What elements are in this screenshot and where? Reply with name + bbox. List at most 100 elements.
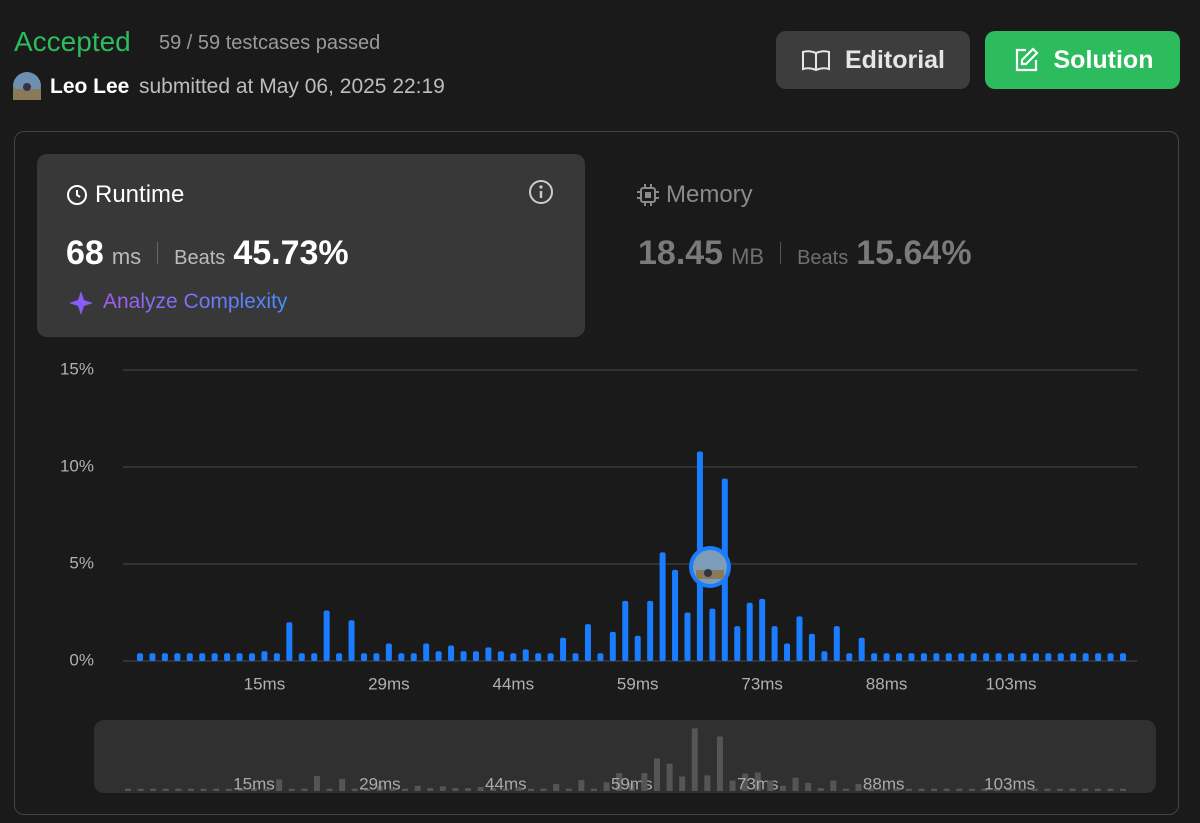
overview-bar xyxy=(578,779,585,791)
overview-bar xyxy=(414,785,421,791)
overview-bar xyxy=(490,788,497,791)
bar xyxy=(584,624,591,661)
runtime-beats: 45.73% xyxy=(233,234,349,272)
info-icon[interactable] xyxy=(528,179,554,205)
overview-bar xyxy=(452,788,459,791)
bar xyxy=(286,622,293,661)
bar xyxy=(1120,653,1126,661)
bar xyxy=(622,600,629,661)
bar xyxy=(497,651,504,661)
bar xyxy=(1032,653,1039,661)
y-tick-label: 5% xyxy=(69,553,94,572)
testcases: 59 / 59 testcases passed xyxy=(159,32,381,54)
overview-bar xyxy=(931,788,938,791)
bar xyxy=(1008,653,1015,661)
bar xyxy=(846,653,853,661)
overview-bar xyxy=(200,788,207,791)
bar xyxy=(186,653,193,661)
analyze-complexity[interactable]: Analyze Complexity xyxy=(103,290,288,313)
overview-tick-label: 103ms xyxy=(984,774,1035,793)
bar xyxy=(311,653,318,661)
overview-bar xyxy=(956,788,963,791)
overview-bar xyxy=(729,780,736,791)
bar xyxy=(821,651,828,661)
overview-bar xyxy=(187,788,194,791)
overview-bar xyxy=(565,788,572,791)
bar xyxy=(224,653,231,661)
user-marker xyxy=(689,546,731,588)
overview-bar xyxy=(779,785,786,791)
solution-label: Solution xyxy=(1053,45,1154,74)
memory-beats-label: Beats xyxy=(797,247,849,269)
bar xyxy=(385,643,392,661)
overview-bar xyxy=(817,788,824,791)
bar xyxy=(137,653,143,661)
bar xyxy=(560,637,567,661)
overview-bar xyxy=(376,785,383,791)
overview-bar xyxy=(880,788,887,791)
bar xyxy=(261,651,268,661)
bar xyxy=(746,602,753,661)
bar xyxy=(149,653,156,661)
runtime-stats: 68 ms Beats 45.73% xyxy=(66,234,349,273)
edit-icon xyxy=(1015,47,1039,72)
avatar xyxy=(13,72,41,100)
bar xyxy=(759,598,766,661)
y-tick-label: 10% xyxy=(60,456,94,475)
overview-bar xyxy=(905,788,912,791)
solution-button[interactable]: Solution xyxy=(985,31,1180,89)
bar xyxy=(995,653,1002,661)
bar xyxy=(510,653,517,661)
overview-bar xyxy=(943,788,950,791)
overview-bar xyxy=(162,788,169,791)
overview-bar xyxy=(125,788,131,791)
x-tick-label: 44ms xyxy=(493,674,535,693)
memory-label[interactable]: Memory xyxy=(666,181,753,208)
x-tick-label: 88ms xyxy=(866,674,908,693)
overview-bar xyxy=(616,773,623,791)
book-icon xyxy=(801,50,830,72)
overview-bar xyxy=(805,782,812,791)
overview-bar xyxy=(213,788,220,791)
runtime-beats-label: Beats xyxy=(174,247,226,269)
editorial-button[interactable]: Editorial xyxy=(776,31,970,89)
overview-bar xyxy=(175,788,182,791)
overview-bar xyxy=(742,773,749,791)
user-name[interactable]: Leo Lee xyxy=(50,75,130,98)
runtime-panel[interactable] xyxy=(37,154,585,337)
bar xyxy=(398,653,405,661)
bar xyxy=(784,643,791,661)
overview-bar xyxy=(1107,788,1114,791)
bar xyxy=(373,653,380,661)
bar xyxy=(734,626,741,661)
bar xyxy=(1082,653,1089,661)
overview-bar xyxy=(767,780,774,791)
overview-bar xyxy=(591,788,598,791)
overview-bar xyxy=(1044,788,1051,791)
overview-bar xyxy=(502,788,509,791)
bar xyxy=(435,651,442,661)
bar xyxy=(609,631,616,661)
y-tick-label: 15% xyxy=(60,359,94,378)
bar xyxy=(684,612,691,661)
overview-bar xyxy=(691,728,698,791)
overview-bar xyxy=(1057,788,1064,791)
overview-bar xyxy=(855,784,862,791)
submitted-time: submitted at May 06, 2025 22:19 xyxy=(139,75,445,98)
x-tick-label: 59ms xyxy=(617,674,659,693)
bar xyxy=(323,610,330,661)
bar xyxy=(410,653,417,661)
overview-bar xyxy=(528,788,535,791)
overview-bar xyxy=(792,777,799,791)
bar xyxy=(933,653,940,661)
overview-bar xyxy=(679,776,686,791)
editorial-label: Editorial xyxy=(844,45,945,74)
bar xyxy=(448,645,455,661)
overview-panel[interactable] xyxy=(94,720,1156,793)
overview-bar xyxy=(389,788,396,791)
clock-icon xyxy=(67,185,87,205)
bar xyxy=(771,626,778,661)
bar xyxy=(958,653,965,661)
bar xyxy=(1057,653,1064,661)
overview-bar xyxy=(704,775,711,791)
